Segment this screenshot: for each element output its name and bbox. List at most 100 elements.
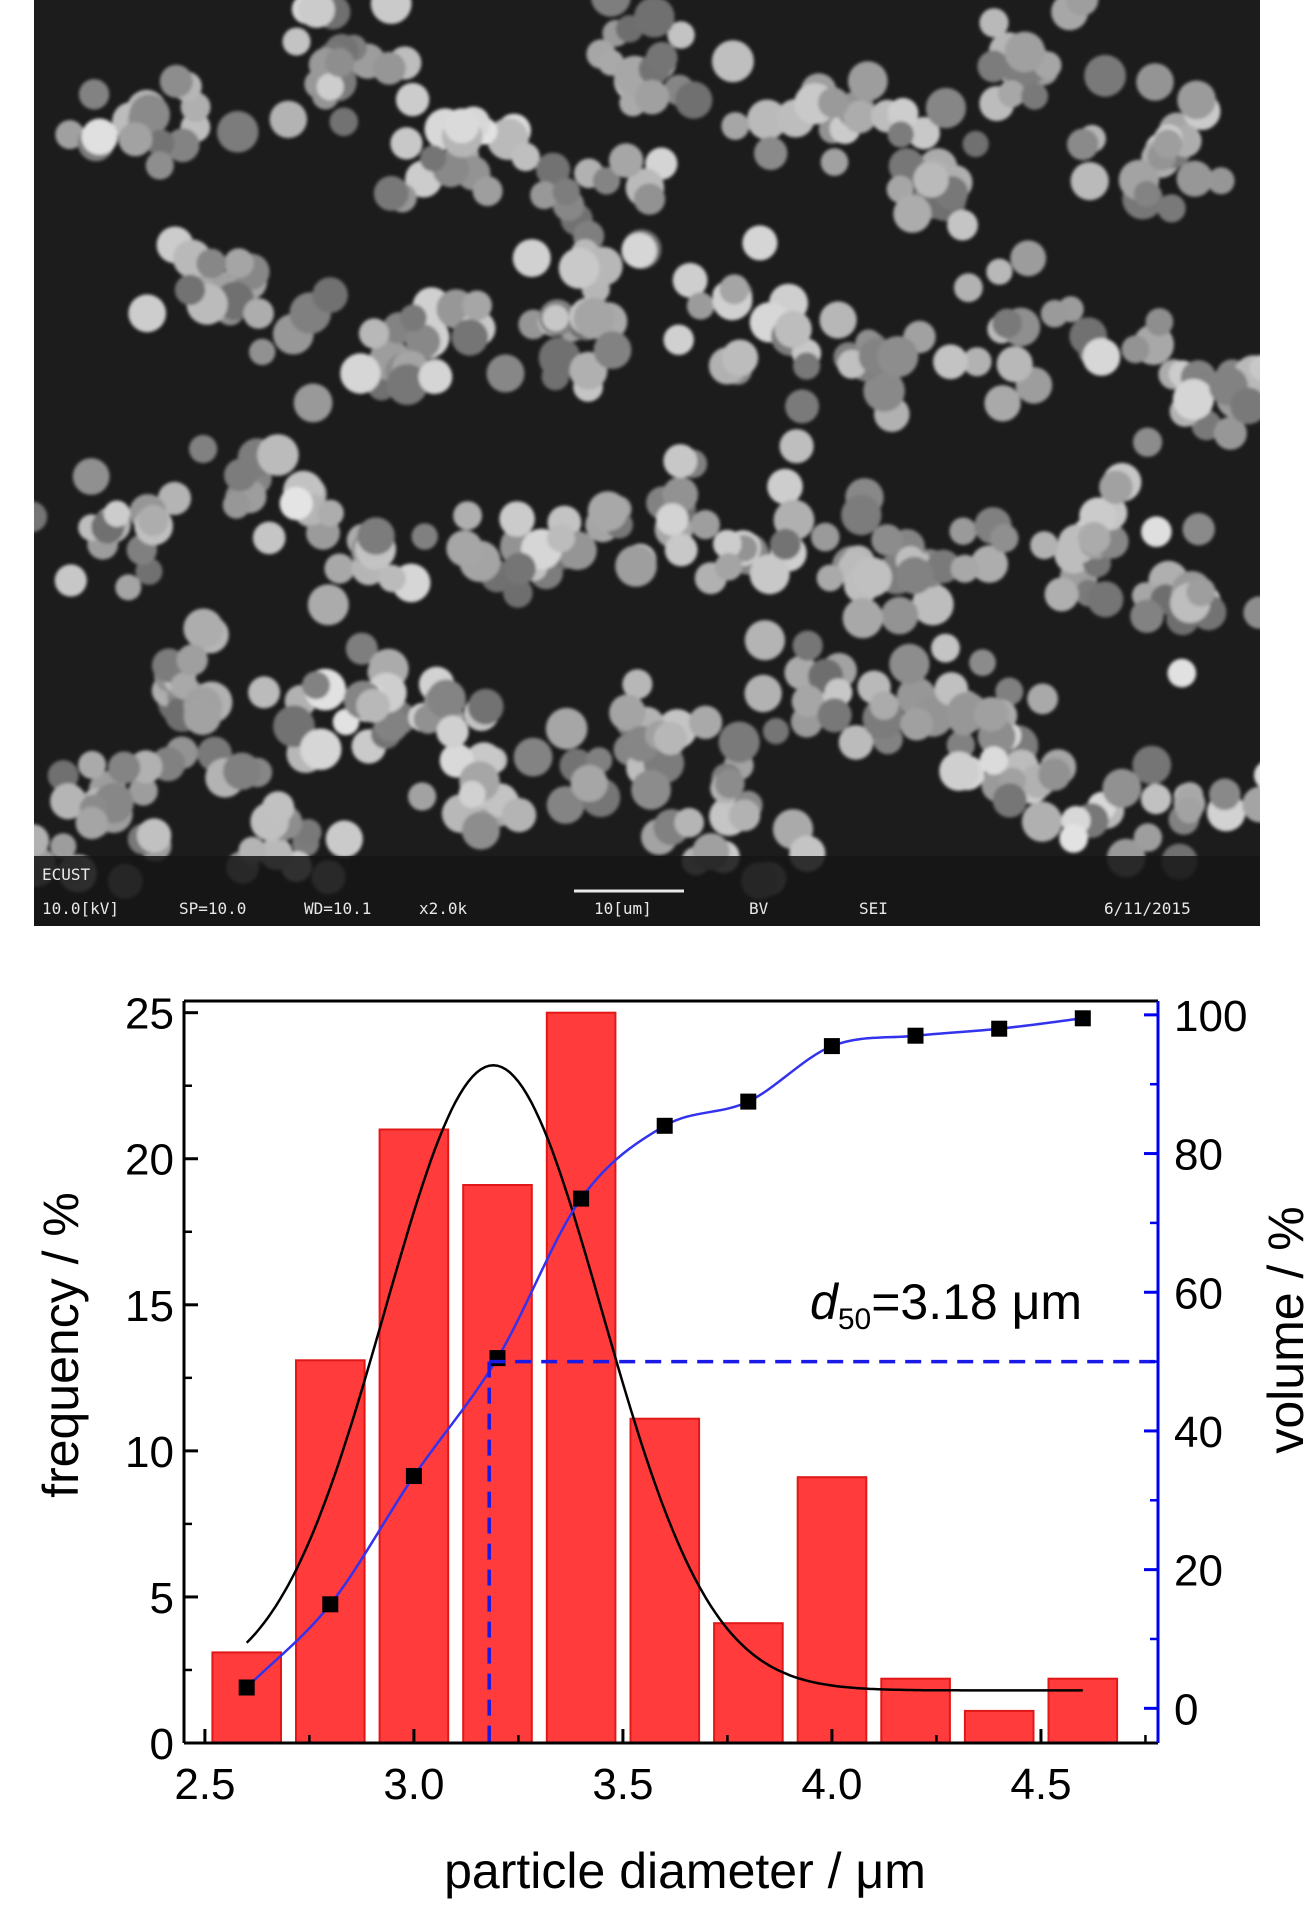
y-right-tick-label: 60 [1174,1269,1223,1318]
sem-detector: BV [749,899,769,918]
sem-particle [721,339,759,377]
sem-particle [880,596,919,635]
sem-particle [969,649,996,676]
sem-particle [183,608,224,649]
sem-particle [1136,63,1174,101]
sem-particle [791,685,824,718]
sem-particle [467,688,504,725]
sem-particle [512,239,551,278]
cumulative-volume-point [740,1093,757,1110]
sem-particle [622,669,653,700]
sem-particle [1070,162,1109,201]
sem-particle [324,553,355,584]
sem-particle [1182,513,1215,546]
sem-particle [1067,128,1099,161]
sem-particle [1059,824,1088,853]
sem-particle [816,564,844,592]
sem-particle [1084,54,1126,97]
sem-particle [663,324,694,355]
sem-particle [653,721,688,755]
sem-particle [373,175,409,211]
sem-particle [843,100,877,134]
sem-particle [1082,338,1121,376]
sem-particle [75,806,108,840]
histogram-bar [1047,1677,1119,1745]
sem-particle [558,247,600,289]
histogram-bar [295,1359,366,1744]
sem-particle [852,557,892,597]
sem-particle [54,564,87,597]
sem-particle [261,791,295,824]
histogram-bar [713,1622,784,1745]
sem-particle [847,61,888,101]
sem-particle [633,183,666,215]
sem-particle [1132,745,1172,785]
sem-particle [340,353,381,394]
sem-particle [107,751,141,784]
sem-particle [174,274,206,306]
sem-particle [325,48,355,78]
sem-particle [72,458,110,495]
sem-particle [663,444,698,478]
sem-particle [713,529,742,559]
sem-particle [1176,797,1203,824]
cumulative-volume-point [405,1468,422,1484]
sem-particle [223,752,261,790]
sem-particle [157,481,192,515]
sem-particle [721,112,750,140]
sem-particle [511,142,540,172]
cumulative-volume-point [991,1020,1008,1037]
y-right-tick-label: 80 [1174,1131,1223,1180]
sem-particle [767,468,803,505]
ticks-layer: 2.5 3.0 3.5 4.0 4.5 0 5 10 15 20 25 0 20 40 60 80 100 [125,990,1247,1809]
sem-particle [1213,416,1247,450]
sem-particle [269,100,307,139]
sem-particle [279,486,313,521]
sem-particles [16,0,1284,900]
sem-particle [503,578,533,608]
sem-particle [962,130,989,158]
sem-particle [950,554,979,583]
d50-label-main: d [810,1274,840,1330]
sem-particle [793,352,821,380]
fit-layer [245,1064,1083,1692]
sem-particle [306,519,335,548]
sem-particle [78,79,110,110]
sem-particle [399,304,427,332]
sem-particle [503,552,536,586]
sem-particle [1087,581,1124,618]
sem-particle [744,674,782,713]
sem-particle [686,292,715,320]
sem-particle [329,107,359,137]
sem-particle [962,347,992,377]
sem-particle [742,225,778,261]
sem-particle [370,0,412,24]
sem-particle [986,258,1013,285]
sem-particle [871,524,903,556]
sem-particle [774,310,812,348]
sem-particle [1177,80,1216,120]
sem-particle [869,691,899,720]
sem-particle [997,80,1026,108]
sem-particle [357,517,395,555]
sem-particle [933,344,968,380]
sem-particle [931,633,960,663]
sem-particle [545,707,588,750]
cumulative-volume-point [1074,1010,1091,1027]
sem-particle [486,354,525,393]
sem-particle [979,746,1008,775]
sem-particle [316,73,344,101]
x-axis-title: particle diameter / μm [444,1843,926,1899]
sem-image: ECUST 10.0[kV] SP=10.0 WD=10.1 x2.0k 10[… [16,0,1284,926]
sem-particle [889,643,930,685]
y-left-tick-label: 10 [125,1428,174,1477]
sem-particle [877,336,919,378]
sem-particle [472,176,503,207]
sem-particle [895,556,934,595]
sem-particle [925,87,967,129]
sem-particle [779,429,814,464]
sem-particle [1167,658,1197,688]
sem-particle [977,50,1010,83]
sem-particle [395,82,430,117]
sem-particle [1044,577,1079,612]
